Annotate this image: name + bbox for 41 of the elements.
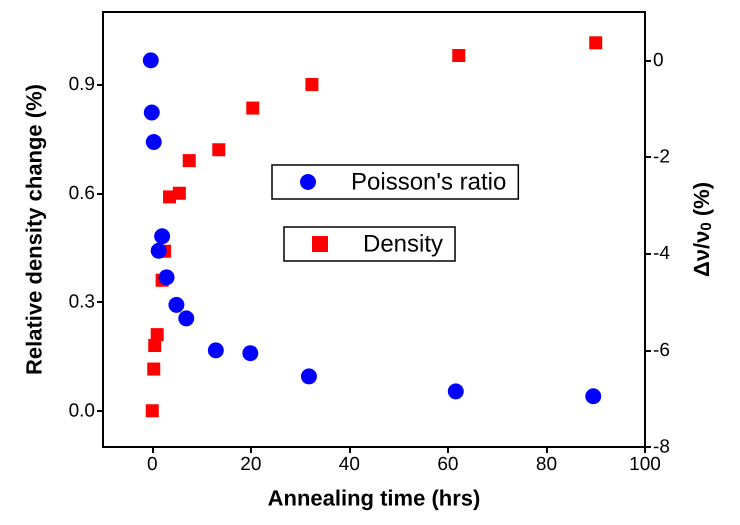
- point: [448, 383, 464, 400]
- y2-tick-label: -6: [653, 340, 670, 361]
- point: [147, 362, 160, 376]
- point: [305, 78, 318, 91]
- point: [150, 328, 164, 342]
- point: [242, 345, 258, 362]
- point: [146, 134, 162, 150]
- point: [589, 36, 602, 50]
- x-tick-label: 60: [437, 454, 458, 475]
- point: [246, 102, 260, 115]
- point: [300, 368, 317, 384]
- y-tick-label: 0.3: [68, 292, 95, 312]
- x-tick-label: 0: [146, 454, 158, 475]
- legend-label: Poisson's ratio: [351, 168, 506, 196]
- point: [212, 143, 226, 156]
- point: [154, 228, 170, 244]
- point: [178, 310, 194, 326]
- y2-tick-label: -2: [653, 146, 670, 168]
- y-axis-title: Relative density change (%): [22, 84, 46, 375]
- x-tick-label: 80: [536, 454, 558, 475]
- point: [172, 186, 186, 200]
- point: [158, 269, 175, 286]
- x-tick-label: 20: [240, 454, 262, 475]
- x-axis-title: Annealing time (hrs): [268, 486, 480, 510]
- point: [142, 52, 159, 68]
- point: [452, 49, 466, 62]
- point: [182, 154, 196, 168]
- point: [150, 242, 167, 259]
- y-tick-label: 0.6: [68, 182, 95, 204]
- y-tick-label: 0.9: [68, 74, 95, 95]
- point: [144, 104, 160, 121]
- y2-tick-label: -4: [653, 243, 670, 264]
- y2-axis-title: Δν/ν0 (%): [689, 182, 715, 278]
- y-tick-label: 0.0: [68, 400, 95, 422]
- y2-tick-label: 0: [653, 50, 664, 71]
- point: [168, 296, 184, 313]
- point: [146, 404, 159, 418]
- point: [585, 388, 602, 404]
- legend-label: Density: [363, 230, 444, 258]
- x-tick-label: 40: [338, 454, 360, 475]
- point: [208, 342, 224, 358]
